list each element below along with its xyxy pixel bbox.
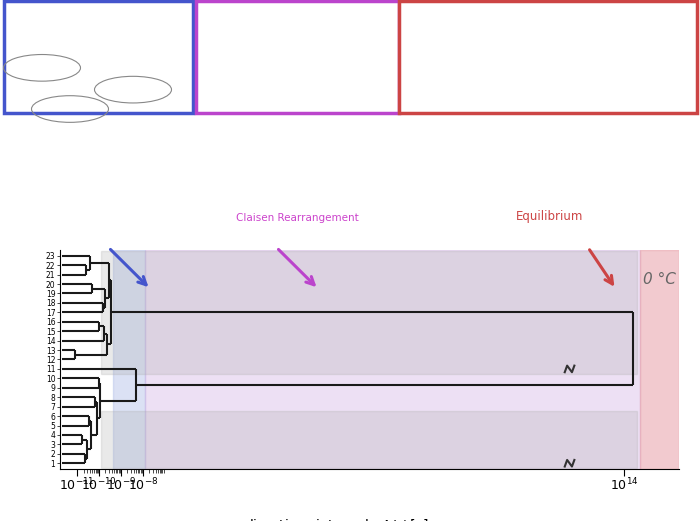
Text: 0 °C: 0 °C [643, 272, 676, 287]
FancyBboxPatch shape [399, 1, 696, 113]
Bar [145, 250, 640, 469]
Text: $10^{-11}$: $10^{-11}$ [60, 476, 94, 493]
Text: $10^{14}$: $10^{14}$ [610, 476, 638, 493]
Text: Claisen Rearrangement: Claisen Rearrangement [236, 213, 359, 223]
Text: $10^{-10}$: $10^{-10}$ [81, 476, 117, 493]
Text: sampling time-interval:  $\Delta t$ / [s]: sampling time-interval: $\Delta t$ / [s] [211, 517, 428, 521]
Bar [101, 412, 638, 468]
FancyBboxPatch shape [4, 1, 192, 113]
Text: Equilibrium: Equilibrium [516, 210, 583, 223]
Text: $10^{-9}$: $10^{-9}$ [106, 476, 136, 493]
FancyBboxPatch shape [196, 1, 399, 113]
Text: $10^{-8}$: $10^{-8}$ [127, 476, 158, 493]
Bar [113, 250, 145, 469]
Bar [640, 250, 679, 469]
Bar [101, 251, 638, 374]
